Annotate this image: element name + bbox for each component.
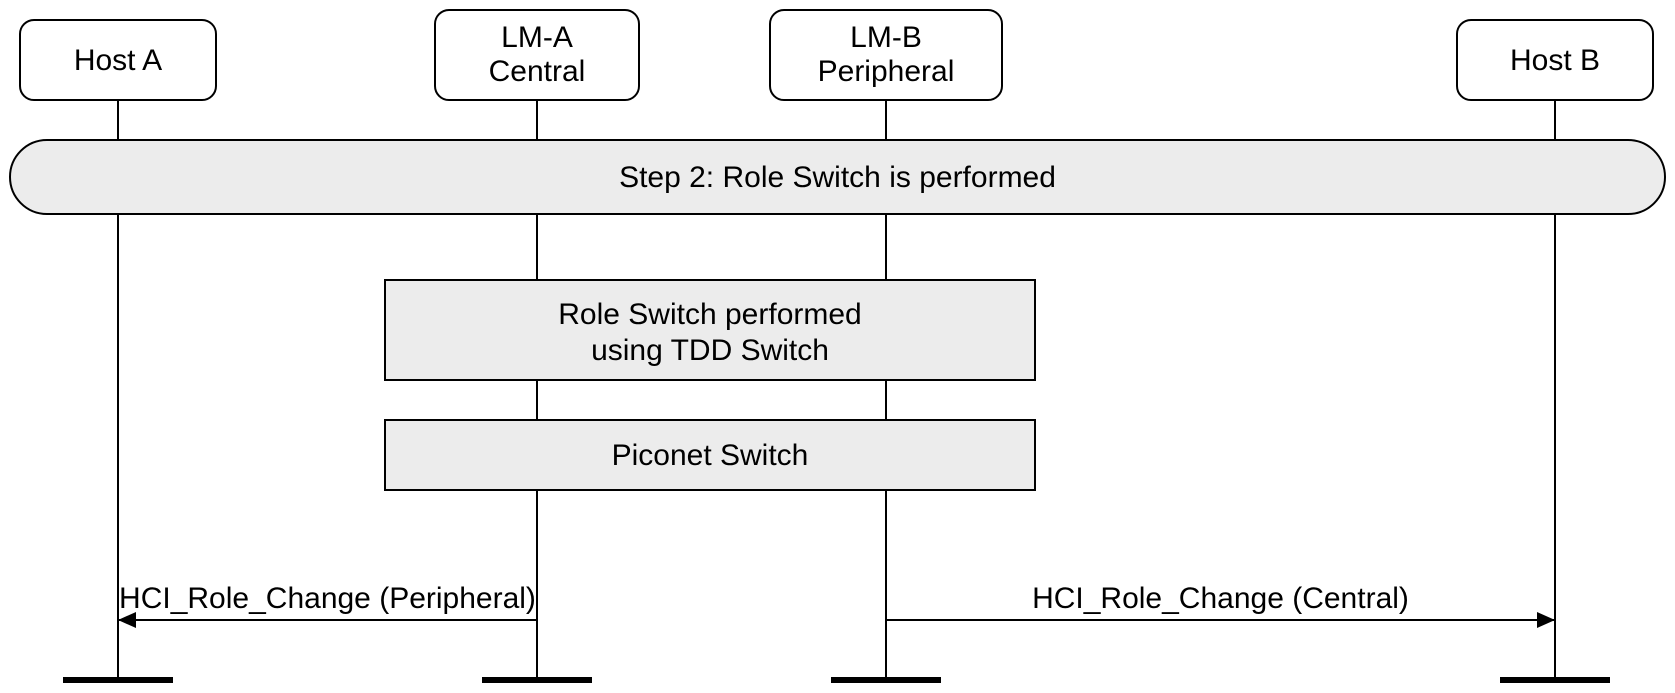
actor-label: Peripheral	[818, 55, 955, 88]
activation-label: Piconet Switch	[612, 439, 809, 472]
activation-label: using TDD Switch	[591, 334, 829, 367]
actor-label: LM-B	[850, 21, 922, 54]
step-banner-label: Step 2: Role Switch is performed	[619, 161, 1056, 194]
actor-label: Central	[489, 55, 586, 88]
message-label: HCI_Role_Change (Peripheral)	[119, 582, 536, 615]
activation-label: Role Switch performed	[558, 298, 861, 331]
message-label: HCI_Role_Change (Central)	[1032, 582, 1409, 615]
actor-label: Host B	[1510, 44, 1600, 77]
actor-label: LM-A	[501, 21, 573, 54]
actor-label: Host A	[74, 44, 162, 77]
